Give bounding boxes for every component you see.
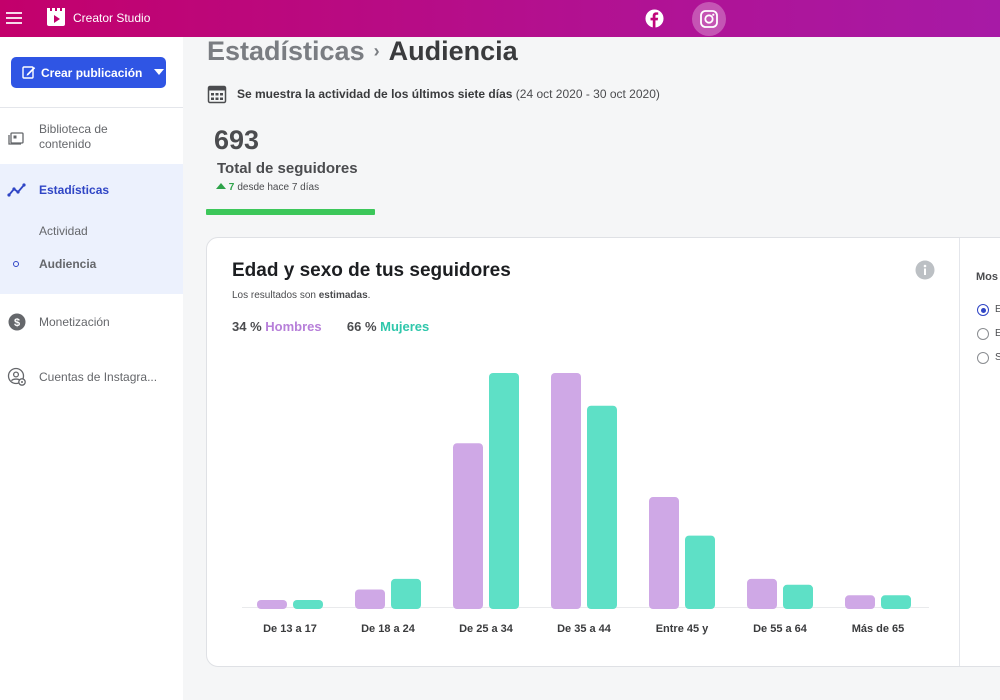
sidebar-item-instagram-accounts[interactable]: Cuentas de Instagra... xyxy=(0,366,183,388)
x-tick-label: Entre 45 y xyxy=(656,623,709,635)
sidebar-item-label: Cuentas de Instagra... xyxy=(39,370,158,384)
men-percentage: 34 % xyxy=(232,319,262,334)
sidebar: Crear publicación Biblioteca de contenid… xyxy=(0,37,183,700)
instagram-tab[interactable] xyxy=(692,2,726,36)
sidebar-item-label: Monetización xyxy=(39,315,110,329)
calendar-icon xyxy=(207,85,227,104)
info-icon[interactable] xyxy=(915,260,935,280)
bar-mujeres-0[interactable] xyxy=(293,599,323,609)
bar-hombres-0[interactable] xyxy=(257,599,287,609)
radio-option-1[interactable] xyxy=(977,304,989,316)
x-tick-label: De 13 a 17 xyxy=(263,623,317,635)
menu-icon[interactable] xyxy=(6,9,22,27)
bar-mujeres-1[interactable] xyxy=(391,578,421,609)
active-dot-icon xyxy=(13,261,19,267)
followers-label: Total de seguidores xyxy=(217,160,358,177)
divider xyxy=(959,238,960,666)
subtitle-bold: estimadas xyxy=(318,290,368,301)
create-post-label: Crear publicación xyxy=(41,66,143,80)
radio-option-label: E xyxy=(995,304,1000,315)
divider xyxy=(0,107,183,108)
card-title: Edad y sexo de tus seguidores xyxy=(232,260,511,281)
sidebar-item-monetization[interactable]: $ Monetización xyxy=(0,311,183,333)
active-metric-indicator xyxy=(206,209,375,215)
chevron-right-icon: › xyxy=(373,41,380,61)
sidebar-subitem-activity[interactable]: Actividad xyxy=(39,224,88,238)
monetization-icon: $ xyxy=(8,313,26,331)
x-tick-label: Más de 65 xyxy=(852,623,905,635)
chart-legend: 34 % Hombres 66 % Mujeres xyxy=(232,319,429,334)
activity-date-range: (24 oct 2020 - 30 oct 2020) xyxy=(515,87,660,101)
growth-text: desde hace 7 días xyxy=(237,182,320,193)
followers-total: 693 xyxy=(214,125,260,155)
age-gender-bar-chart: De 13 a 17 De 18 a 24 De 25 a 34 De 35 a 44… xyxy=(242,373,929,635)
x-tick-label: De 25 a 34 xyxy=(459,623,514,635)
app-title: Creator Studio xyxy=(73,11,151,25)
x-tick-label: De 35 a 44 xyxy=(557,623,612,635)
activity-period-note: Se muestra la actividad de los últimos s… xyxy=(237,87,660,101)
breadcrumb: Estadísticas › Audiencia xyxy=(207,36,518,67)
stats-section: Estadísticas Actividad Audiencia xyxy=(0,164,183,294)
top-bar: Creator Studio xyxy=(0,0,1000,37)
activity-period-text: Se muestra la actividad de los últimos s… xyxy=(237,87,513,101)
arrow-up-icon xyxy=(216,183,226,189)
bar-hombres-2[interactable] xyxy=(453,443,483,609)
sidebar-item-label-line2: contenido xyxy=(39,137,92,151)
card-subtitle: Los resultados son estimadas. xyxy=(232,290,370,301)
chevron-down-icon xyxy=(154,69,164,75)
accounts-settings-icon xyxy=(7,367,26,386)
followers-growth: 7 desde hace 7 días xyxy=(216,182,319,193)
sidebar-item-stats[interactable]: Estadísticas xyxy=(0,180,183,200)
breadcrumb-parent[interactable]: Estadísticas xyxy=(207,36,365,66)
men-label: Hombres xyxy=(265,319,322,334)
content-library-icon xyxy=(8,132,24,145)
subtitle-suffix: . xyxy=(367,290,371,301)
stats-icon xyxy=(7,183,26,197)
bar-mujeres-5[interactable] xyxy=(783,584,813,609)
radio-option-label: E xyxy=(995,328,1000,339)
bar-mujeres-4[interactable] xyxy=(685,535,715,609)
sidebar-item-content-library[interactable]: Biblioteca de contenido xyxy=(0,121,183,155)
create-post-button[interactable]: Crear publicación xyxy=(11,57,166,88)
x-tick-label: De 55 a 64 xyxy=(753,623,808,635)
sidebar-item-label: Biblioteca de xyxy=(39,122,108,136)
creator-studio-logo-icon xyxy=(47,8,65,26)
edit-icon xyxy=(22,66,36,79)
women-label: Mujeres xyxy=(380,319,430,334)
subtitle-prefix: Los resultados son xyxy=(232,290,319,301)
bar-mujeres-2[interactable] xyxy=(489,373,519,609)
women-percentage: 66 % xyxy=(346,319,377,334)
bar-hombres-3[interactable] xyxy=(551,373,581,609)
facebook-icon[interactable] xyxy=(645,9,664,28)
age-gender-card: Edad y sexo de tus seguidores Los result… xyxy=(206,237,1000,667)
bar-mujeres-3[interactable] xyxy=(587,405,617,609)
radio-option-label: S xyxy=(995,352,1000,363)
bar-hombres-4[interactable] xyxy=(649,497,679,609)
bar-hombres-1[interactable] xyxy=(355,589,385,609)
instagram-icon xyxy=(700,10,718,28)
bar-hombres-5[interactable] xyxy=(747,578,777,609)
x-tick-label: De 18 a 24 xyxy=(361,623,416,635)
svg-text:$: $ xyxy=(14,317,20,329)
page-title: Audiencia xyxy=(388,36,518,66)
display-options-label: Mos xyxy=(976,271,998,283)
radio-option-2[interactable] xyxy=(977,328,989,340)
sidebar-item-label: Estadísticas xyxy=(39,183,110,197)
radio-option-3[interactable] xyxy=(977,352,989,364)
growth-value: 7 xyxy=(228,182,235,193)
bar-mujeres-6[interactable] xyxy=(881,595,911,609)
bar-hombres-6[interactable] xyxy=(845,595,875,609)
sidebar-subitem-audience[interactable]: Audiencia xyxy=(39,257,97,271)
